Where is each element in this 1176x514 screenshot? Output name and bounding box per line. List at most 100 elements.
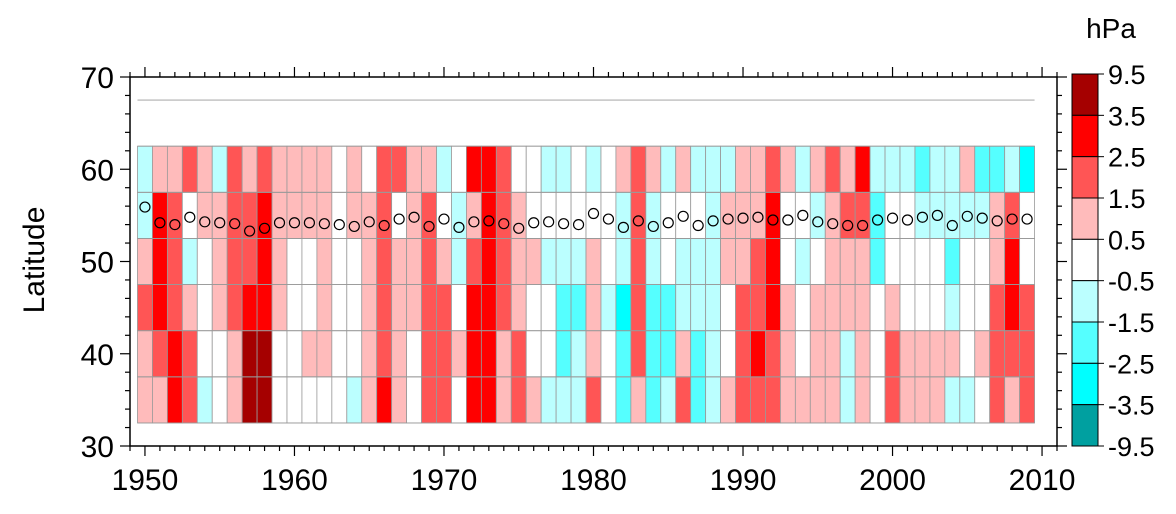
cell-1974-lat57.5	[495, 145, 512, 193]
cell-2002-lat37.5	[914, 330, 931, 378]
cell-1972-lat32.5	[466, 376, 482, 424]
cell-1999-lat57.5	[869, 145, 886, 193]
cell-1968-lat57.5	[406, 145, 422, 193]
cell-1987-lat47.5	[690, 238, 707, 285]
cell-1967-lat57.5	[391, 145, 408, 193]
marker-1968	[408, 211, 420, 223]
cell-2009-lat57.5	[1019, 145, 1035, 193]
cell-1996-lat42.5	[824, 284, 841, 332]
cell-1950-lat37.5	[137, 330, 153, 378]
cell-1983-lat37.5	[630, 330, 647, 378]
cell-1964-lat37.5	[346, 330, 363, 378]
cell-2004-lat47.5	[944, 238, 961, 285]
cell-1988-lat42.5	[705, 284, 721, 332]
cell-1980-lat42.5	[585, 284, 602, 332]
cell-1995-lat57.5	[809, 145, 826, 193]
cell-2005-lat32.5	[959, 376, 976, 424]
cell-1950-lat47.5	[137, 238, 153, 285]
cell-1998-lat32.5	[854, 376, 871, 424]
cell-1973-lat42.5	[480, 284, 497, 332]
colorbar-swatch-4	[1071, 238, 1099, 282]
cell-1964-lat57.5	[346, 145, 363, 193]
marker-1988	[707, 215, 719, 227]
cell-1985-lat37.5	[660, 330, 677, 378]
cell-1954-lat32.5	[196, 376, 213, 424]
cell-2008-lat32.5	[1004, 376, 1021, 424]
cell-1956-lat32.5	[226, 376, 243, 424]
cell-2004-lat32.5	[944, 376, 961, 424]
cell-1962-lat52.5	[316, 191, 333, 239]
cell-1967-lat47.5	[391, 238, 408, 285]
cell-2006-lat52.5	[974, 191, 991, 239]
cell-1999-lat47.5	[869, 238, 886, 285]
cell-1979-lat32.5	[570, 376, 587, 424]
marker-1973	[483, 215, 495, 227]
cell-1951-lat37.5	[152, 330, 168, 378]
cell-1967-lat42.5	[391, 284, 408, 332]
cell-1971-lat57.5	[451, 145, 467, 193]
cell-1950-lat42.5	[137, 284, 153, 332]
cell-1987-lat42.5	[690, 284, 707, 332]
cell-1959-lat37.5	[271, 330, 288, 378]
cell-1970-lat57.5	[436, 145, 452, 193]
cell-1952-lat32.5	[166, 376, 183, 424]
cell-1953-lat32.5	[181, 376, 198, 424]
marker-1969	[423, 220, 435, 233]
cell-2008-lat57.5	[1004, 145, 1021, 193]
cell-1977-lat32.5	[540, 376, 557, 424]
cell-2006-lat42.5	[974, 284, 991, 332]
cell-2004-lat42.5	[944, 284, 961, 332]
x-axis: 1950 1960 1970 1980 1990 2000 2010	[112, 67, 1075, 497]
colorbar-label-4: 0.5	[1108, 225, 1146, 255]
cell-1953-lat57.5	[181, 145, 198, 193]
cell-1983-lat32.5	[630, 376, 647, 424]
marker-1995	[812, 216, 824, 228]
marker-1953	[184, 211, 196, 223]
cell-1992-lat57.5	[765, 145, 781, 193]
cell-2000-lat42.5	[884, 284, 901, 332]
cell-2006-lat37.5	[974, 330, 991, 378]
cell-2002-lat32.5	[914, 376, 931, 424]
cell-1971-lat52.5	[451, 191, 467, 239]
cell-1982-lat52.5	[615, 191, 632, 239]
marker-2009	[1021, 213, 1033, 225]
marker-2005	[961, 210, 973, 222]
cell-1975-lat52.5	[510, 191, 527, 239]
cell-1983-lat47.5	[630, 238, 647, 285]
cell-2007-lat37.5	[989, 330, 1006, 378]
cell-2003-lat47.5	[929, 238, 946, 285]
cell-1991-lat47.5	[750, 238, 766, 285]
cell-1972-lat37.5	[466, 330, 482, 378]
cell-1971-lat42.5	[451, 284, 467, 332]
cell-1973-lat57.5	[480, 145, 497, 193]
cell-2006-lat57.5	[974, 145, 991, 193]
cell-1973-lat32.5	[480, 376, 497, 424]
cell-1960-lat37.5	[286, 330, 303, 378]
marker-1967	[393, 213, 405, 225]
cell-1965-lat37.5	[361, 330, 378, 378]
marker-1982	[617, 221, 630, 233]
colorbar-swatch-3	[1071, 197, 1099, 240]
cell-1991-lat57.5	[750, 145, 766, 193]
cell-1951-lat32.5	[152, 376, 168, 424]
colorbar-swatch-1	[1071, 114, 1099, 158]
cell-1995-lat47.5	[809, 238, 826, 285]
cell-1989-lat42.5	[720, 284, 736, 332]
cell-1963-lat37.5	[331, 330, 348, 378]
cell-1988-lat57.5	[705, 145, 721, 193]
marker-1956	[229, 218, 241, 230]
cell-1954-lat57.5	[196, 145, 213, 193]
mean-latitude-markers	[139, 201, 1033, 237]
marker-1975	[513, 222, 525, 234]
cell-1997-lat47.5	[839, 238, 856, 285]
marker-2002	[916, 211, 929, 223]
colorbar-swatch-6	[1071, 321, 1099, 364]
x-tick-label-2000: 2000	[859, 464, 926, 497]
cell-1957-lat42.5	[241, 284, 258, 332]
cell-1984-lat32.5	[645, 376, 662, 424]
cell-1965-lat57.5	[361, 145, 378, 193]
y-axis: 30 40 50 60 70	[81, 62, 1067, 464]
marker-1964	[348, 220, 360, 233]
colorbar-label-7: -2.5	[1108, 349, 1155, 379]
